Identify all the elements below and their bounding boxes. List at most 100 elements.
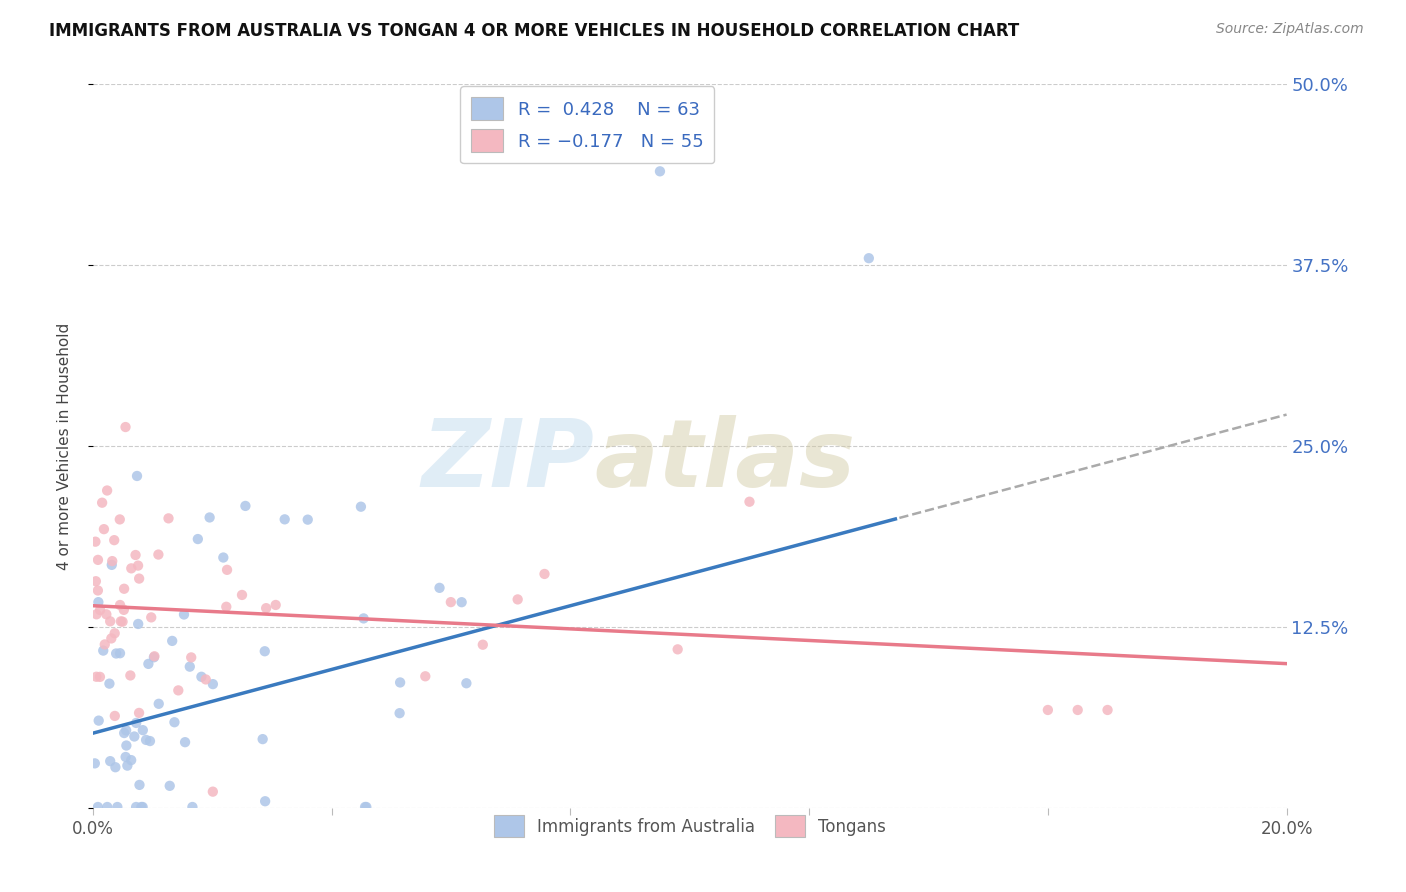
Point bbox=[125, 469, 148, 483]
Point bbox=[356, 800, 378, 814]
Point bbox=[157, 511, 180, 525]
Point bbox=[198, 510, 221, 524]
Point bbox=[253, 644, 276, 658]
Point bbox=[215, 599, 238, 614]
Point bbox=[858, 251, 880, 265]
Point bbox=[89, 670, 111, 684]
Point bbox=[127, 617, 149, 632]
Point bbox=[666, 642, 689, 657]
Point bbox=[254, 601, 277, 615]
Point bbox=[87, 583, 110, 598]
Point bbox=[181, 800, 204, 814]
Point bbox=[87, 800, 110, 814]
Point bbox=[96, 607, 118, 622]
Point bbox=[87, 714, 110, 728]
Point bbox=[264, 598, 287, 612]
Point bbox=[413, 669, 436, 683]
Point bbox=[104, 626, 127, 640]
Point bbox=[105, 800, 128, 814]
Point bbox=[128, 572, 150, 586]
Point bbox=[187, 532, 209, 546]
Point bbox=[148, 548, 170, 562]
Point bbox=[1067, 703, 1090, 717]
Point bbox=[94, 637, 117, 651]
Point bbox=[533, 566, 555, 581]
Point bbox=[91, 643, 114, 657]
Point bbox=[127, 558, 149, 573]
Point bbox=[100, 632, 122, 646]
Point bbox=[105, 647, 128, 661]
Point bbox=[87, 553, 110, 567]
Point bbox=[128, 706, 150, 720]
Point bbox=[180, 650, 202, 665]
Point bbox=[738, 494, 761, 508]
Point bbox=[141, 610, 163, 624]
Point bbox=[131, 800, 153, 814]
Point bbox=[114, 750, 136, 764]
Point bbox=[125, 715, 148, 730]
Point bbox=[132, 723, 155, 738]
Point bbox=[91, 496, 114, 510]
Point bbox=[83, 756, 105, 771]
Text: ZIP: ZIP bbox=[422, 415, 595, 507]
Point bbox=[96, 483, 118, 498]
Point bbox=[111, 615, 134, 629]
Point bbox=[353, 611, 375, 625]
Point bbox=[254, 794, 277, 808]
Point bbox=[167, 683, 190, 698]
Point bbox=[115, 723, 138, 738]
Point bbox=[101, 554, 124, 568]
Point bbox=[143, 649, 166, 664]
Point bbox=[174, 735, 197, 749]
Point bbox=[163, 715, 186, 730]
Point bbox=[450, 595, 472, 609]
Point bbox=[139, 734, 162, 748]
Point bbox=[131, 800, 153, 814]
Point bbox=[1097, 703, 1119, 717]
Point bbox=[440, 595, 463, 609]
Point bbox=[96, 800, 118, 814]
Text: IMMIGRANTS FROM AUSTRALIA VS TONGAN 4 OR MORE VEHICLES IN HOUSEHOLD CORRELATION : IMMIGRANTS FROM AUSTRALIA VS TONGAN 4 OR… bbox=[49, 22, 1019, 40]
Point bbox=[388, 706, 411, 721]
Point bbox=[103, 533, 125, 548]
Point bbox=[108, 646, 131, 660]
Point bbox=[84, 574, 107, 589]
Point bbox=[190, 670, 212, 684]
Point bbox=[110, 615, 132, 629]
Point bbox=[212, 550, 235, 565]
Point bbox=[297, 513, 319, 527]
Point bbox=[108, 512, 131, 526]
Point bbox=[128, 778, 150, 792]
Point bbox=[471, 638, 494, 652]
Point bbox=[350, 500, 373, 514]
Point bbox=[235, 499, 257, 513]
Y-axis label: 4 or more Vehicles in Household: 4 or more Vehicles in Household bbox=[58, 323, 72, 570]
Text: Source: ZipAtlas.com: Source: ZipAtlas.com bbox=[1216, 22, 1364, 37]
Point bbox=[114, 420, 136, 434]
Point bbox=[93, 522, 115, 536]
Point bbox=[231, 588, 253, 602]
Point bbox=[120, 561, 142, 575]
Point bbox=[201, 785, 224, 799]
Point bbox=[120, 668, 142, 682]
Point bbox=[160, 634, 183, 648]
Point bbox=[124, 548, 146, 562]
Point bbox=[201, 677, 224, 691]
Point bbox=[84, 534, 107, 549]
Point bbox=[429, 581, 451, 595]
Point bbox=[112, 603, 135, 617]
Point bbox=[104, 760, 127, 774]
Point bbox=[104, 709, 127, 723]
Point bbox=[98, 754, 121, 768]
Point bbox=[252, 732, 274, 747]
Point bbox=[100, 558, 122, 572]
Point bbox=[648, 164, 671, 178]
Point bbox=[125, 800, 148, 814]
Point bbox=[138, 657, 160, 671]
Point bbox=[194, 673, 217, 687]
Point bbox=[159, 779, 181, 793]
Point bbox=[98, 676, 121, 690]
Point bbox=[273, 512, 295, 526]
Point bbox=[117, 758, 139, 772]
Point bbox=[112, 726, 135, 740]
